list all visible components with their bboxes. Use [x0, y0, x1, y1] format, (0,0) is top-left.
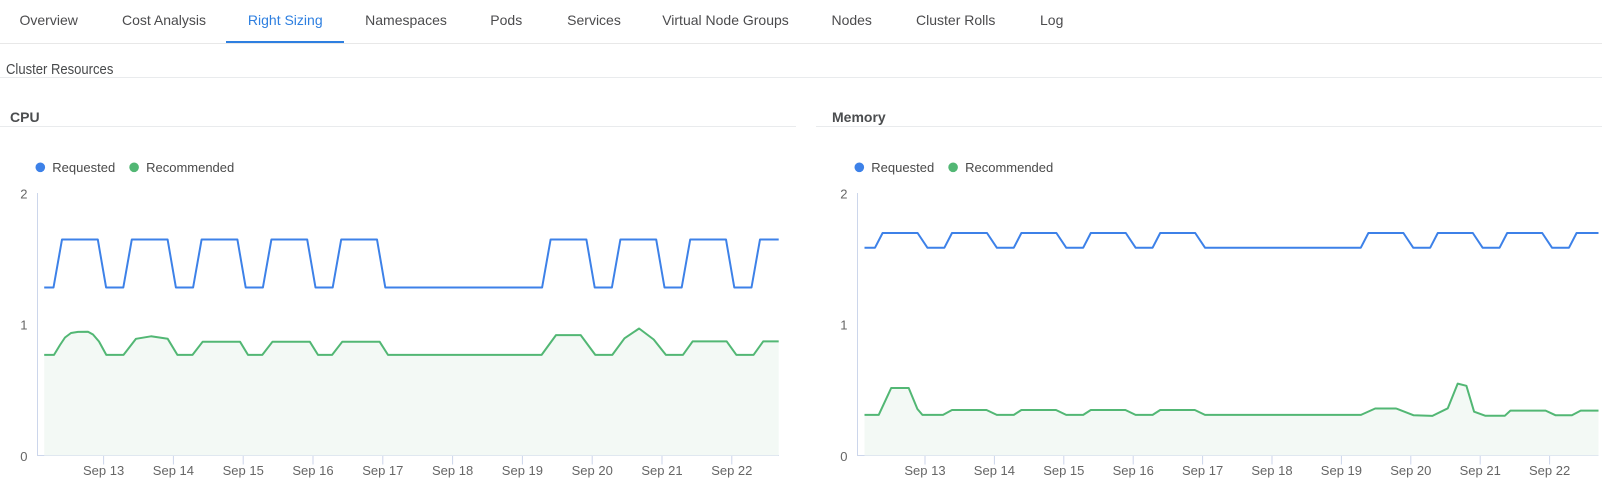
svg-text:Sep 19: Sep 19 — [1321, 463, 1362, 478]
svg-text:Sep 20: Sep 20 — [572, 463, 613, 478]
svg-text:Recommended: Recommended — [146, 160, 234, 175]
svg-text:0: 0 — [20, 449, 27, 464]
svg-text:Sep 22: Sep 22 — [1529, 463, 1570, 478]
svg-text:Sep 18: Sep 18 — [432, 463, 473, 478]
svg-text:Sep 16: Sep 16 — [292, 463, 333, 478]
svg-text:Sep 14: Sep 14 — [153, 463, 194, 478]
svg-text:Sep 21: Sep 21 — [1460, 463, 1501, 478]
svg-text:Sep 13: Sep 13 — [904, 463, 945, 478]
svg-text:Sep 17: Sep 17 — [1182, 463, 1223, 478]
svg-text:Sep 15: Sep 15 — [223, 463, 264, 478]
svg-text:0: 0 — [840, 449, 847, 464]
svg-text:1: 1 — [840, 317, 847, 332]
svg-text:2: 2 — [840, 187, 847, 202]
svg-text:Sep 17: Sep 17 — [362, 463, 403, 478]
svg-text:Requested: Requested — [52, 160, 115, 175]
svg-text:Sep 18: Sep 18 — [1251, 463, 1292, 478]
svg-text:Recommended: Recommended — [965, 160, 1053, 175]
svg-text:Requested: Requested — [871, 160, 934, 175]
svg-text:1: 1 — [20, 317, 27, 332]
svg-text:Sep 19: Sep 19 — [502, 463, 543, 478]
svg-text:Sep 20: Sep 20 — [1390, 463, 1431, 478]
svg-text:Sep 15: Sep 15 — [1043, 463, 1084, 478]
svg-text:2: 2 — [20, 187, 27, 202]
svg-text:Sep 21: Sep 21 — [641, 463, 682, 478]
svg-text:Sep 14: Sep 14 — [974, 463, 1015, 478]
svg-text:Sep 13: Sep 13 — [83, 463, 124, 478]
svg-text:Sep 16: Sep 16 — [1113, 463, 1154, 478]
svg-text:Sep 22: Sep 22 — [711, 463, 752, 478]
